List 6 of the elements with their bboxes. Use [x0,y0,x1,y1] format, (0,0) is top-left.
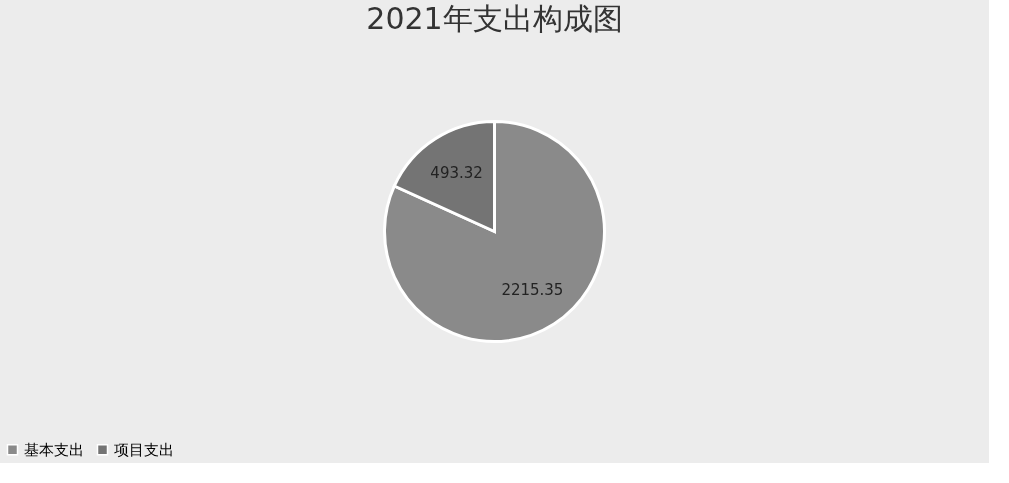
legend-label: 基本支出 [24,440,84,459]
data-label: 2215.35 [501,281,564,300]
legend-label: 项目支出 [114,440,174,459]
chart-title: 2021年支出构成图 [366,1,623,36]
pie-slice [383,120,606,343]
data-label: 493.32 [430,163,483,182]
